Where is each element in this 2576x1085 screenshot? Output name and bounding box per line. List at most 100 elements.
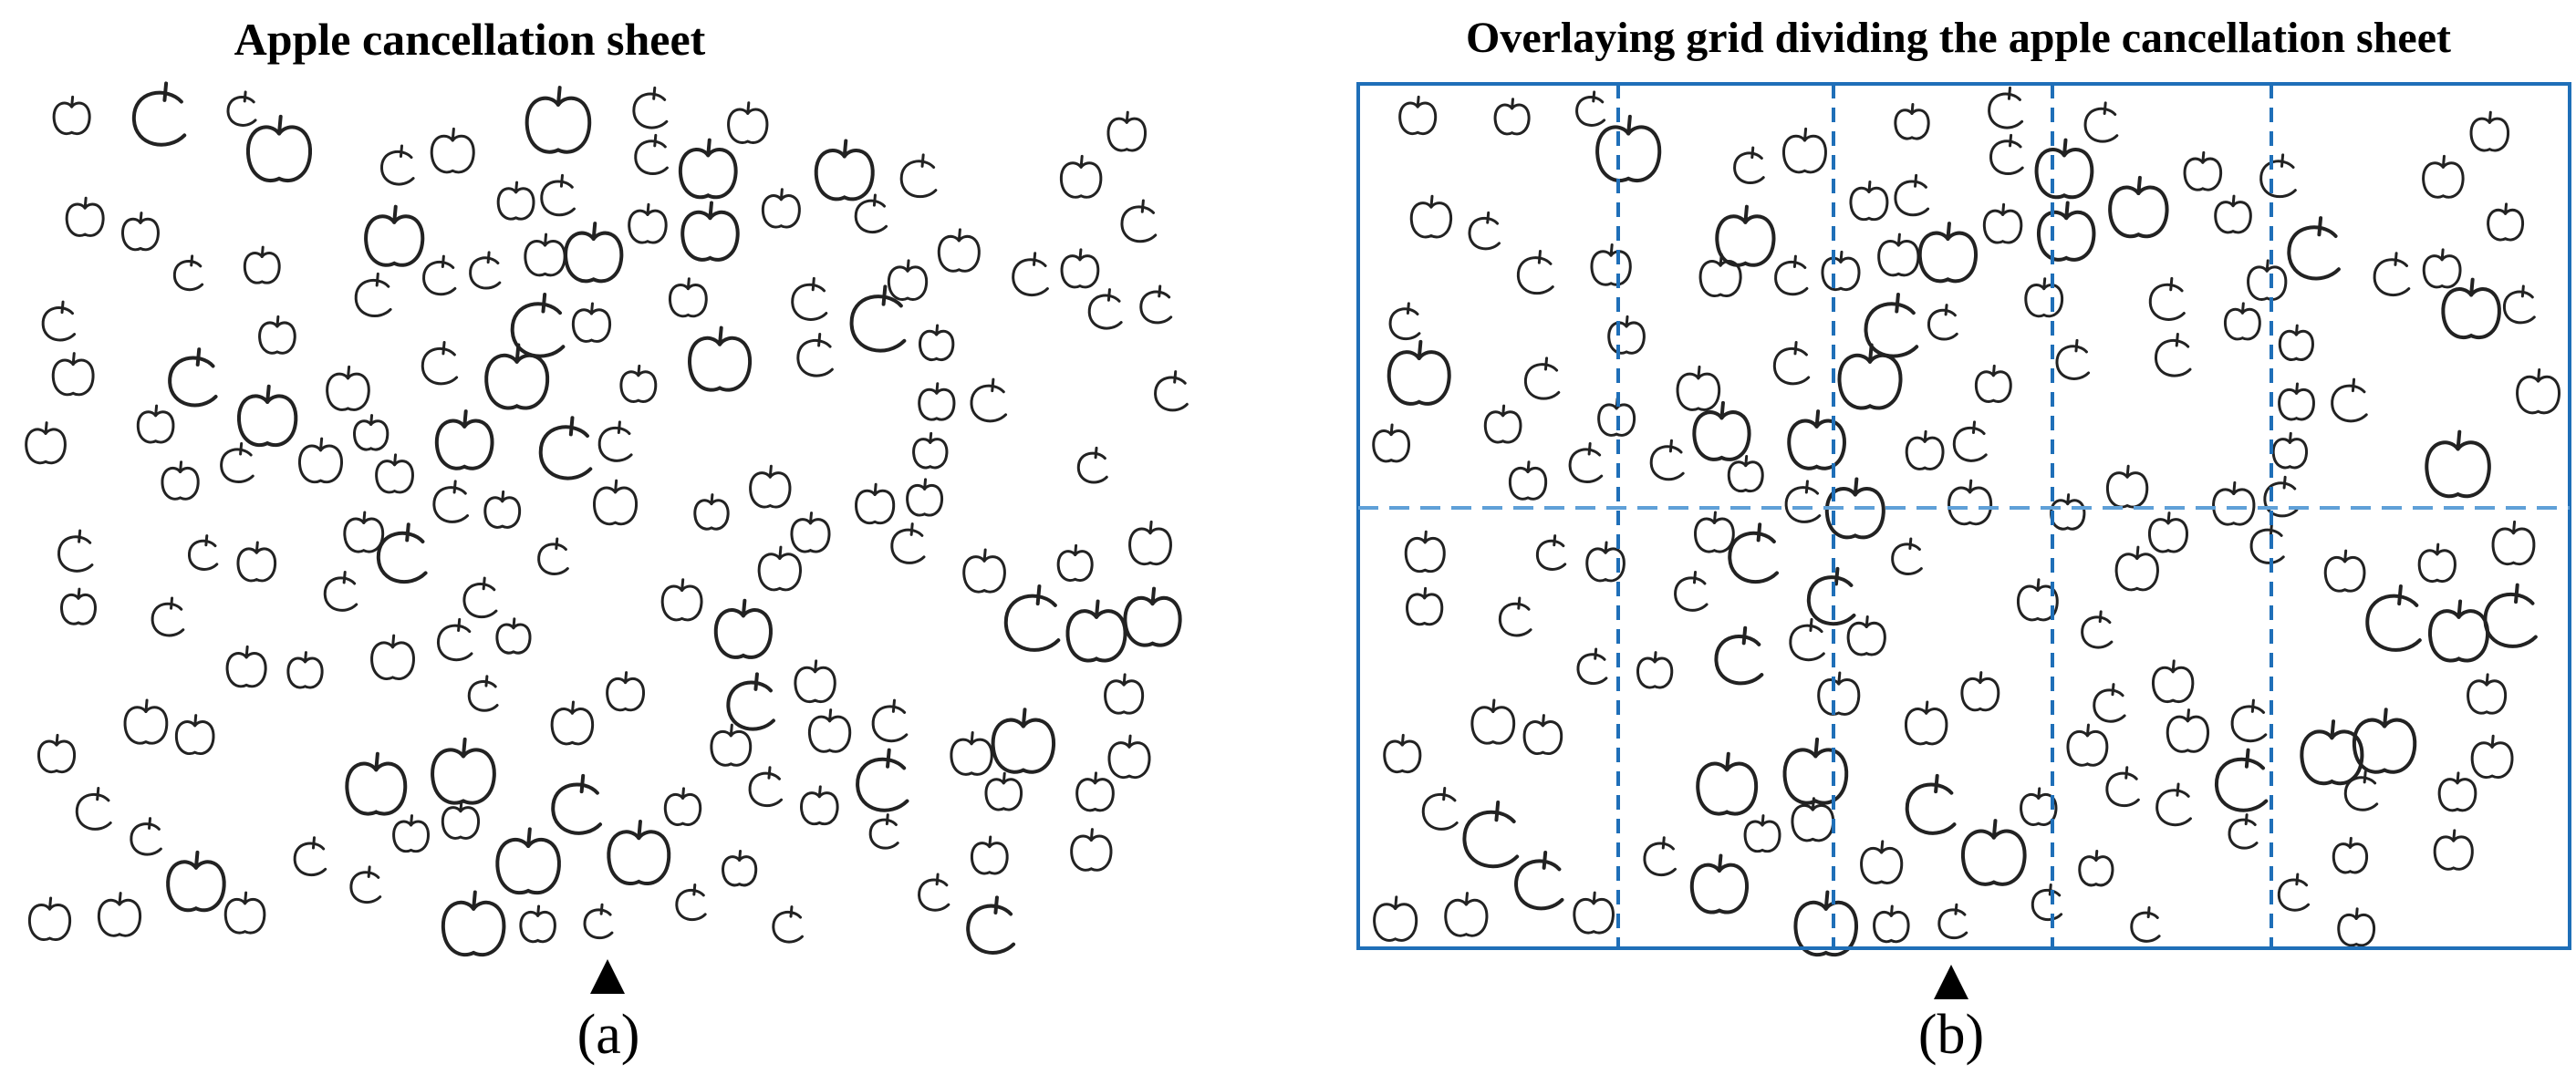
apple-icon: [1817, 671, 1861, 716]
apple-icon: [1470, 698, 1516, 745]
apple-icon: [772, 905, 804, 944]
apple-icon: [130, 817, 162, 856]
apple-icon: [871, 698, 909, 743]
apple-icon: [1728, 522, 1779, 584]
apple-icon: [2228, 813, 2259, 850]
apple-icon: [245, 114, 312, 183]
apple-icon: [2230, 698, 2268, 743]
apple-icon: [2502, 284, 2536, 325]
apple-icon: [1643, 836, 1677, 877]
apple-icon: [510, 292, 566, 358]
panel-b-grid: [1356, 82, 2571, 950]
apple-icon: [814, 139, 875, 202]
apple-icon: [890, 522, 926, 564]
apple-icon: [2105, 464, 2149, 509]
apple-icon: [726, 672, 775, 731]
apple-icon: [1406, 586, 1444, 626]
apple-icon: [2263, 475, 2299, 518]
apple-icon: [1649, 439, 1685, 481]
apple-icon: [432, 480, 470, 523]
apple-icon: [2271, 431, 2309, 470]
apple-icon: [710, 723, 753, 767]
apple-icon: [1154, 370, 1189, 412]
apple-icon: [551, 773, 603, 835]
apple-icon: [2154, 332, 2192, 377]
apple-icon: [660, 578, 703, 622]
panel-a-title: Apple cancellation sheet: [234, 14, 706, 65]
apple-icon: [912, 431, 949, 470]
apple-icon: [1468, 211, 1501, 251]
apple-icon: [121, 212, 160, 252]
apple-icon: [349, 865, 382, 904]
apple-icon: [1106, 110, 1147, 152]
apple-icon: [37, 733, 77, 774]
apple-icon: [1398, 95, 1438, 136]
apple-icon: [2287, 216, 2341, 281]
apple-icon: [380, 144, 415, 186]
apple-icon: [1387, 339, 1451, 406]
apple-icon: [607, 820, 671, 886]
apple-icon: [1960, 671, 2000, 712]
apple-icon: [364, 204, 425, 267]
apple-icon: [2425, 429, 2491, 499]
apple-icon: [1372, 423, 1410, 463]
apple-icon: [65, 196, 105, 237]
apple-icon: [1849, 180, 1889, 222]
apple-icon: [628, 202, 668, 244]
apple-icon: [1927, 304, 1958, 341]
apple-icon: [1087, 288, 1123, 330]
panel-a-apples: [25, 81, 1189, 957]
apple-icon: [376, 522, 428, 584]
panel-a-caption: (a): [576, 1004, 640, 1066]
apple-icon: [1493, 98, 1531, 136]
apple-icon: [663, 787, 702, 826]
apple-icon: [1891, 537, 1923, 575]
apple-icon: [2147, 512, 2188, 553]
apple-icon: [597, 420, 633, 462]
apple-icon: [2278, 324, 2314, 361]
apple-icon: [1498, 596, 1532, 637]
apple-icon: [27, 896, 72, 941]
apple-icon: [794, 659, 836, 704]
apple-icon: [2365, 584, 2422, 652]
apple-icon: [168, 347, 218, 408]
apple-icon: [166, 850, 226, 913]
apple-icon: [2483, 583, 2538, 648]
apple-icon: [354, 272, 392, 318]
apple-icon: [25, 421, 67, 465]
apple-icon: [2152, 659, 2195, 704]
apple-icon: [353, 414, 390, 451]
apple-icon: [538, 416, 593, 480]
apple-icon: [1974, 364, 2012, 403]
apple-icon: [1860, 840, 1904, 884]
apple-icon: [431, 737, 496, 805]
apple-icon: [1585, 541, 1626, 583]
apple-icon: [1781, 127, 1827, 174]
apple-icon: [1575, 90, 1606, 127]
apple-icon: [2247, 259, 2288, 301]
apple-icon: [606, 671, 645, 712]
apple-icon: [950, 731, 993, 776]
apple-icon: [60, 587, 97, 625]
apple-icon: [807, 708, 852, 753]
apple-icon: [1383, 733, 1422, 774]
apple-icon: [1607, 315, 1646, 355]
apple-icon: [966, 895, 1016, 955]
apple-icon: [2343, 770, 2379, 811]
apple-icon: [791, 276, 828, 321]
apple-icon: [223, 891, 266, 935]
apple-icon: [1104, 673, 1145, 715]
apple-icon: [469, 251, 502, 290]
apple-icon: [2516, 367, 2560, 415]
apple-icon: [675, 884, 707, 922]
apple-icon: [1674, 570, 1709, 612]
apple-icon: [1715, 204, 1776, 267]
apple-icon: [441, 800, 481, 840]
apple-icon: [1894, 103, 1930, 140]
apple-icon: [161, 460, 200, 501]
apple-icon: [187, 534, 219, 571]
apple-icon: [1774, 254, 1809, 296]
apple-icon: [1568, 441, 1604, 484]
triangle-up-icon: [1934, 965, 1968, 999]
apple-icon: [1012, 252, 1049, 297]
